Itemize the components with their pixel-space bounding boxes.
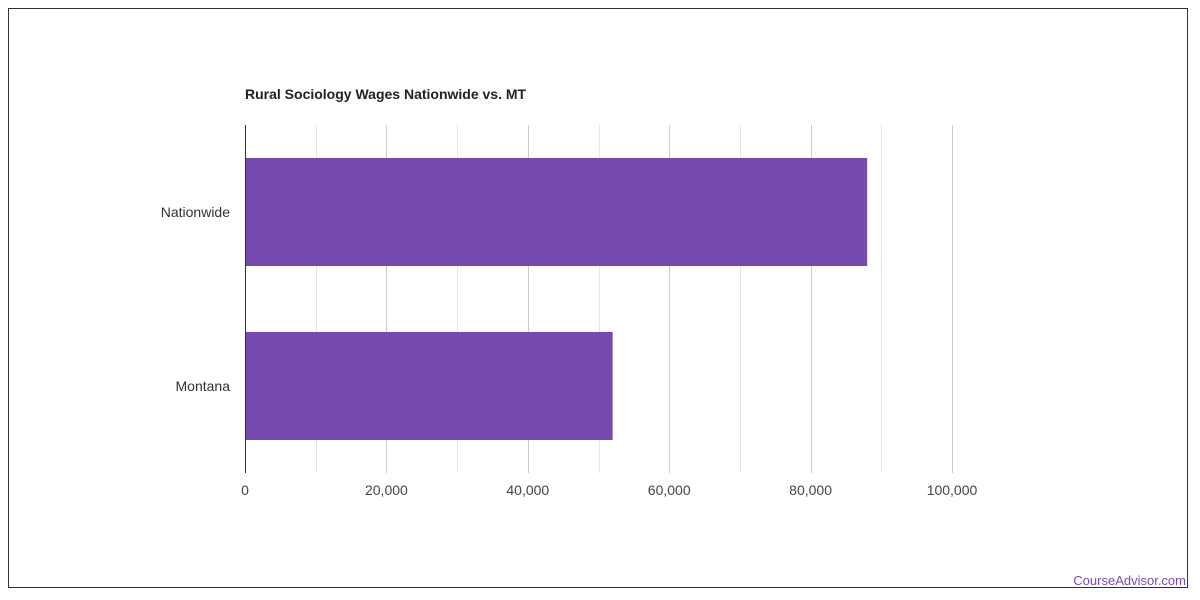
- x-tick-label: 40,000: [506, 482, 549, 498]
- category-labels: Nationwide Montana: [161, 204, 230, 394]
- category-label: Nationwide: [161, 204, 230, 220]
- category-label: Montana: [176, 378, 231, 394]
- courseadvisor-watermark[interactable]: CourseAdvisor.com: [1073, 573, 1186, 588]
- x-tick-label: 80,000: [789, 482, 832, 498]
- chart-title: Rural Sociology Wages Nationwide vs. MT: [245, 86, 527, 102]
- bars: [245, 158, 868, 440]
- x-tick-labels: 0 20,000 40,000 60,000 80,000 100,000: [241, 482, 977, 498]
- x-tick-label: 60,000: [648, 482, 691, 498]
- bar-montana: [245, 332, 613, 440]
- x-tick-label: 0: [241, 482, 249, 498]
- bar-nationwide: [245, 158, 868, 266]
- chart-frame: [8, 8, 1188, 588]
- x-tick-label: 20,000: [365, 482, 408, 498]
- x-tick-label: 100,000: [927, 482, 978, 498]
